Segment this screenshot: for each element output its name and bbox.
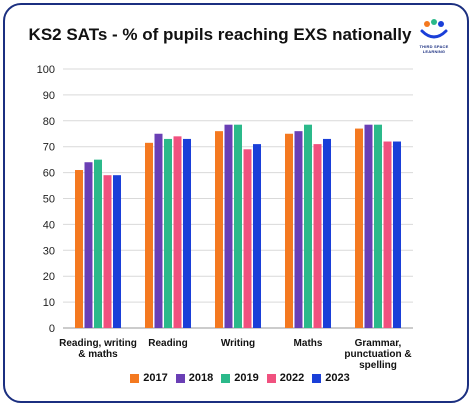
y-tick-label: 0: [49, 323, 55, 335]
y-tick-label: 80: [43, 116, 55, 128]
bar-2017-2: [145, 142, 153, 328]
legend-swatch: [266, 373, 276, 383]
bar-2023-3: [253, 144, 261, 328]
bar-2019-2: [164, 138, 172, 328]
legend-swatch: [175, 373, 185, 383]
bar-2017-4: [285, 133, 293, 328]
x-tick-label: spelling: [359, 360, 397, 371]
bar-2023-5: [393, 141, 401, 328]
bar-2018-4: [294, 131, 303, 328]
bar-2022-3: [243, 149, 252, 328]
x-tick-label: punctuation &: [344, 349, 411, 360]
bar-2019-5: [374, 124, 382, 328]
x-tick-label: & maths: [78, 349, 118, 360]
legend-label: 2022: [279, 372, 305, 384]
chart-title: KS2 SATs - % of pupils reaching EXS nati…: [28, 25, 412, 44]
bar-2023-2: [183, 138, 191, 328]
x-tick-label: Reading, writing: [59, 338, 137, 349]
chart-legend: 2017 2018 2019 2022 2023: [5, 372, 467, 384]
y-tick-label: 10: [43, 297, 55, 309]
bar-2018-2: [154, 133, 163, 328]
x-tick-label: Maths: [294, 338, 323, 349]
y-tick-label: 60: [43, 168, 55, 180]
bar-chart: 0 10 20 30 40 50 60 70 80 90 100 Reading, writing& …: [37, 64, 413, 371]
legend-swatch: [130, 373, 140, 383]
legend-label: 2023: [325, 372, 350, 384]
bar-2022-2: [173, 136, 182, 328]
y-tick-label: 30: [43, 245, 55, 257]
x-tick-label: Grammar,: [355, 338, 402, 349]
legend-label: 2019: [234, 372, 259, 384]
bar-2019-1: [94, 159, 102, 328]
bar-2019-4: [304, 124, 312, 328]
x-tick-label: Reading: [148, 338, 187, 349]
y-tick-label: 90: [43, 90, 55, 102]
third-space-learning-logo: THIRD SPACE LEARNING: [410, 17, 458, 54]
bar-2023-4: [323, 138, 331, 328]
y-tick-label: 20: [43, 271, 55, 283]
bar-2018-1: [84, 162, 93, 328]
legend-item-2017: 2017: [130, 372, 168, 384]
legend-label: 2017: [143, 372, 168, 384]
legend-item-2019: 2019: [221, 372, 259, 384]
bar-2019-3: [234, 124, 242, 328]
legend-label: 2018: [188, 372, 214, 384]
legend-swatch: [312, 373, 322, 383]
bar-2018-3: [224, 124, 233, 328]
legend-item-2018: 2018: [175, 372, 214, 384]
y-tick-label: 70: [43, 142, 55, 154]
bar-2017-5: [355, 128, 363, 328]
logo-icon: [420, 19, 448, 39]
x-tick-label: Writing: [221, 338, 255, 349]
legend-item-2023: 2023: [312, 372, 350, 384]
bar-2017-3: [215, 131, 223, 328]
legend-swatch: [221, 373, 231, 383]
bar-2022-4: [313, 144, 322, 328]
bar-2017-1: [75, 170, 83, 328]
chart-card: KS2 SATs - % of pupils reaching EXS nati…: [3, 3, 469, 403]
bar-2022-1: [103, 175, 112, 328]
logo-text: THIRD SPACE LEARNING: [419, 44, 449, 54]
y-tick-label: 50: [43, 194, 55, 206]
bar-2018-5: [364, 124, 373, 328]
y-tick-label: 100: [37, 64, 55, 76]
bar-2023-1: [113, 175, 121, 328]
y-tick-label: 40: [43, 219, 55, 231]
bar-2022-5: [383, 141, 392, 328]
legend-item-2022: 2022: [266, 372, 305, 384]
